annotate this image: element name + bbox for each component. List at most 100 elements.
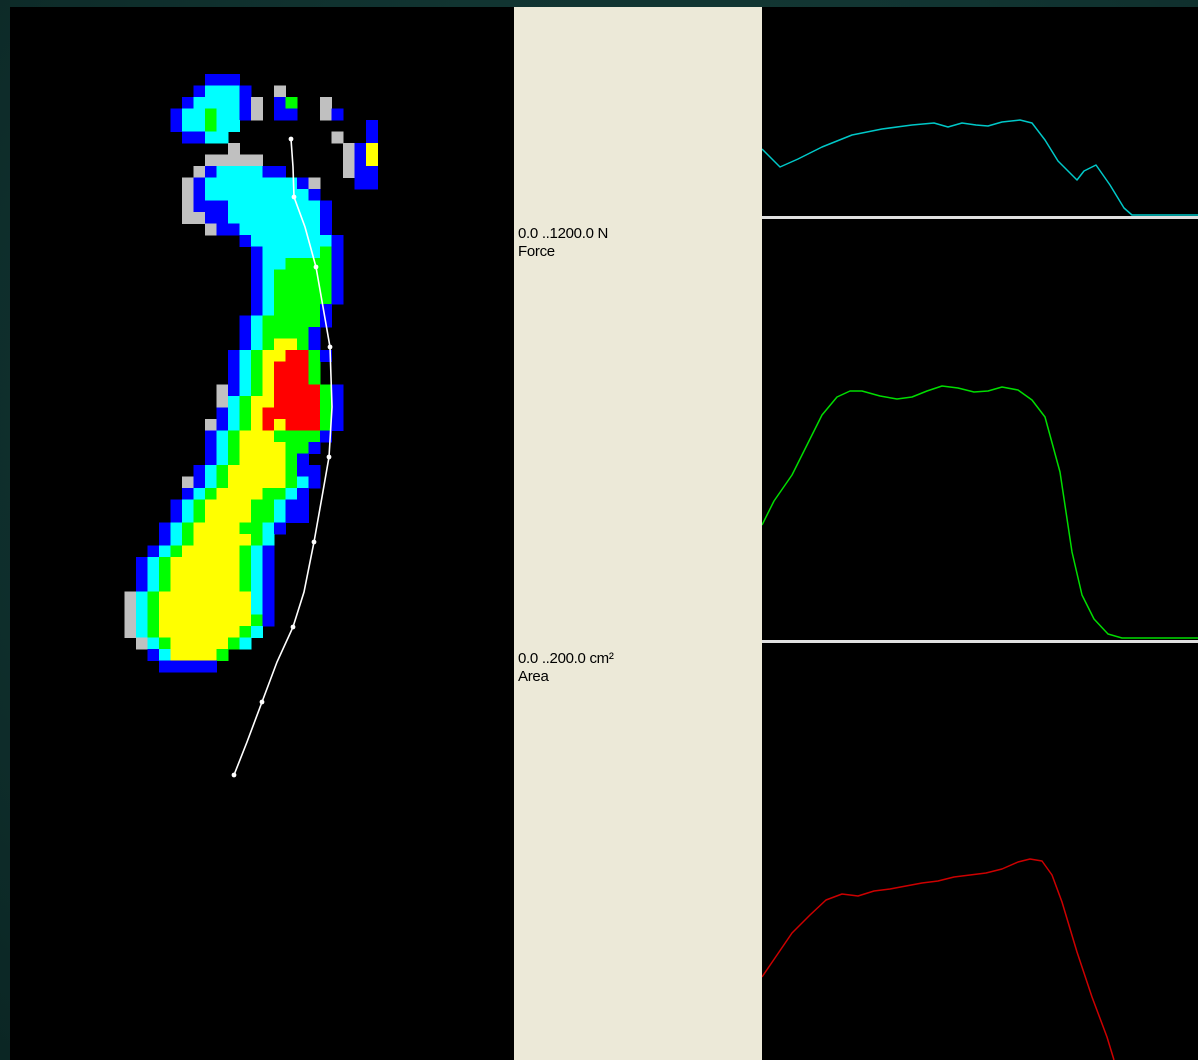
pressure-cell: [205, 85, 218, 98]
pressure-cell: [228, 534, 241, 547]
pressure-cell: [297, 396, 310, 409]
time-graph-panel: [762, 7, 1198, 1060]
pressure-cell: [216, 557, 229, 570]
pressure-cell: [124, 603, 137, 616]
pressure-cell: [251, 442, 264, 455]
pressure-cell: [285, 304, 298, 317]
pressure-cell: [216, 108, 229, 121]
pressure-cell: [285, 407, 298, 420]
pressure-cell: [182, 545, 195, 558]
pressure-cell: [285, 373, 298, 386]
pressure-cell: [228, 476, 241, 489]
pressure-cell: [205, 499, 218, 512]
pressure-cell: [297, 200, 310, 213]
pressure-cell: [228, 614, 241, 627]
pressure-cell: [331, 384, 344, 397]
pressure-cell: [274, 407, 287, 420]
foot-pressure-heatmap: [124, 74, 379, 778]
pressure-cell: [228, 591, 241, 604]
pressure-cell: [262, 292, 275, 305]
pressure-cell: [159, 660, 172, 673]
pressure-cell: [239, 85, 252, 98]
pressure-cell: [239, 361, 252, 374]
pressure-cell: [251, 545, 264, 558]
pressure-cell: [251, 626, 264, 639]
pressure-cell: [262, 200, 275, 213]
pressure-cell: [251, 407, 264, 420]
pressure-cell: [354, 166, 367, 179]
pressure-cell: [308, 292, 321, 305]
pressure-cell: [308, 419, 321, 432]
pressure-cell: [193, 200, 206, 213]
pressure-cell: [262, 258, 275, 271]
pressure-cell: [228, 223, 241, 236]
pressure-cell: [239, 108, 252, 121]
pressure-cell: [320, 304, 333, 317]
pressure-cell: [216, 189, 229, 202]
pressure-cell: [331, 131, 344, 144]
pressure-cell: [182, 212, 195, 225]
pressure-cell: [285, 327, 298, 340]
pressure-cell: [147, 614, 160, 627]
pressure-cell: [228, 143, 241, 156]
force-curve: [762, 119, 1198, 216]
pressure-cell: [274, 522, 287, 535]
pressure-cell: [159, 580, 172, 593]
pressure-cell: [193, 614, 206, 627]
pressure-cell: [182, 660, 195, 673]
pressure-cell: [274, 292, 287, 305]
pressure-cell: [274, 235, 287, 248]
pressure-cell: [239, 200, 252, 213]
pressure-cell: [274, 223, 287, 236]
pressure-cell: [193, 499, 206, 512]
pressure-cell: [239, 97, 252, 110]
pressure-cell: [285, 499, 298, 512]
pressure-cell: [320, 223, 333, 236]
pressure-cell: [170, 499, 183, 512]
pressure-cell: [193, 511, 206, 524]
pressure-cell: [251, 350, 264, 363]
pressure-cell: [262, 166, 275, 179]
pressure-cell: [251, 166, 264, 179]
pressure-cell: [285, 269, 298, 282]
pressure-cell: [320, 384, 333, 397]
pressure-cell: [193, 108, 206, 121]
area-curve: [762, 385, 1198, 639]
pressure-cell: [193, 97, 206, 110]
pressure-cell: [124, 591, 137, 604]
pressure-cell: [228, 120, 241, 133]
pressure-cell: [297, 304, 310, 317]
pressure-cell: [297, 315, 310, 328]
pressure-cell: [182, 626, 195, 639]
pressure-cell: [239, 591, 252, 604]
pressure-cell: [205, 476, 218, 489]
pressure-cell: [308, 373, 321, 386]
pressure-cell: [262, 281, 275, 294]
pressure-cell: [193, 120, 206, 133]
pressure-cell: [251, 430, 264, 443]
pressure-cell: [239, 442, 252, 455]
pressure-cell: [366, 143, 379, 156]
force-scale-label: 0.0 ..1200.0 N Force: [518, 225, 608, 261]
pressure-cell: [216, 534, 229, 547]
pressure-cell: [251, 246, 264, 259]
pressure-cell: [285, 430, 298, 443]
pressure-cell: [216, 522, 229, 535]
pressure-cell: [274, 373, 287, 386]
pressure-cell: [205, 580, 218, 593]
pressure-cell: [239, 154, 252, 167]
pressure-cell: [297, 453, 310, 466]
pressure-cell: [308, 212, 321, 225]
pressure-cell: [308, 384, 321, 397]
pressure-cell: [147, 626, 160, 639]
pressure-cell: [239, 557, 252, 570]
pressure-cell: [320, 212, 333, 225]
pressure-cell: [182, 488, 195, 501]
pressure-cell: [182, 580, 195, 593]
pressure-cell: [320, 108, 333, 121]
pressure-cell: [285, 212, 298, 225]
pressure-cell: [216, 85, 229, 98]
pressure-cell: [366, 166, 379, 179]
pressure-cell: [239, 235, 252, 248]
pressure-cell: [193, 603, 206, 616]
